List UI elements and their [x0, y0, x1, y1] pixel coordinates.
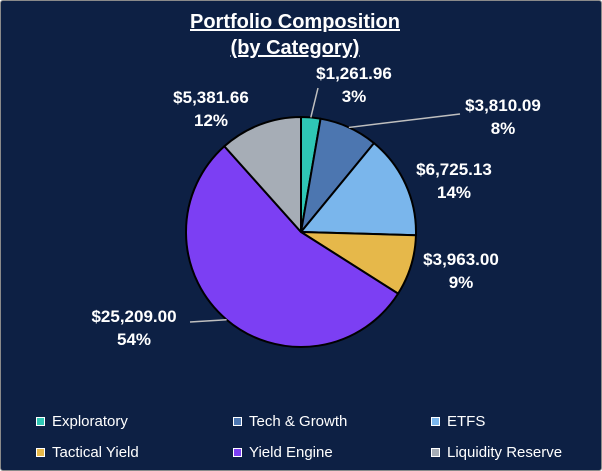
data-label-percent: 14%: [437, 183, 471, 202]
data-label-percent: 12%: [194, 111, 228, 130]
data-label-value: $5,381.66: [173, 88, 249, 107]
data-label-value: $3,963.00: [423, 250, 499, 269]
data-label-value: $1,261.96: [316, 64, 392, 83]
pie-slice-etfs: [300, 142, 417, 237]
data-label-percent: 54%: [117, 330, 151, 349]
chart-subtitle: (by Category): [230, 37, 360, 59]
data-label-value: $6,725.13: [416, 160, 492, 179]
data-label-percent: 8%: [491, 119, 516, 138]
chart-title: Portfolio Composition (by Category): [0, 9, 590, 61]
leader-line: [189, 318, 227, 323]
leader-line: [348, 113, 461, 129]
pie-slice-liquidity-reserve: [223, 116, 302, 233]
data-label-percent: 3%: [342, 87, 367, 106]
leader-line: [310, 87, 319, 118]
data-label-percent: 9%: [449, 273, 474, 292]
chart-title-line-1: Portfolio Composition: [190, 11, 400, 33]
data-label-value: $25,209.00: [91, 307, 176, 326]
data-label-value: $3,810.09: [465, 96, 541, 115]
